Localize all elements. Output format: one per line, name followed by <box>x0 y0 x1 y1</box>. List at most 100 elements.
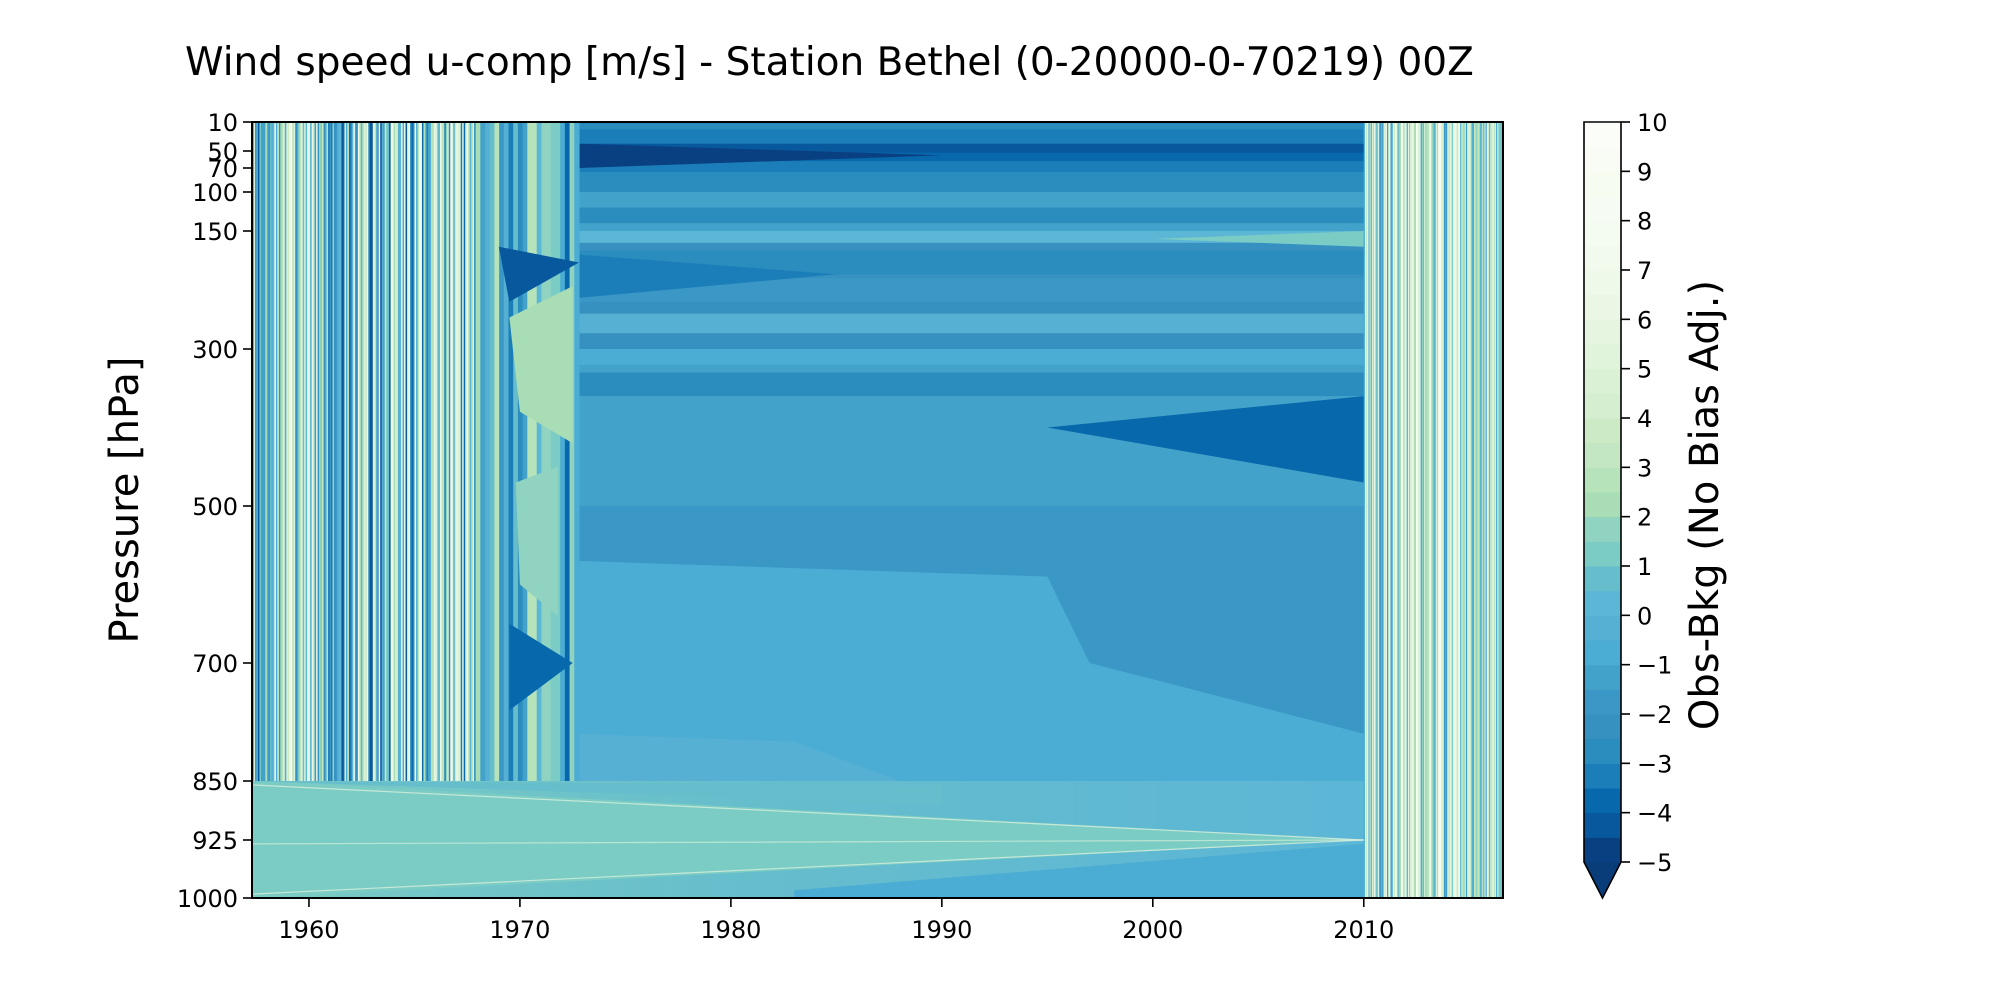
colorbar: −5 −4 −3 −2 −1 0 1 2 3 4 5 6 7 8 9 10 <box>1583 109 1672 900</box>
stripe-left <box>333 122 337 781</box>
stripe-right <box>1434 122 1437 898</box>
stripe-left <box>307 122 310 781</box>
stripe-right <box>1431 122 1433 898</box>
plot-frame <box>251 121 1504 899</box>
stripe-left <box>335 122 338 781</box>
stripe-right <box>1439 122 1441 898</box>
stripe-right <box>1374 122 1376 898</box>
field-wedge <box>1152 231 1364 247</box>
stripe-transition <box>546 122 552 781</box>
stripe-right <box>1417 122 1419 898</box>
stripe-left <box>447 122 450 781</box>
stripe-left <box>262 122 265 781</box>
stripe-left <box>286 122 289 781</box>
colorbar-tick-label: 10 <box>1637 109 1668 137</box>
stripe-left <box>329 122 332 781</box>
stripe-left <box>360 122 363 781</box>
stripe-left <box>456 122 459 781</box>
field-bottom-wedge <box>794 843 1364 898</box>
stripe-transition <box>489 122 496 781</box>
stripe-left <box>314 122 317 781</box>
colorbar-segment <box>1584 270 1621 296</box>
stripe-right <box>1446 122 1448 898</box>
stripe-left <box>298 122 301 781</box>
stripe-left <box>275 122 278 781</box>
colorbar-tick-label: 6 <box>1637 306 1652 334</box>
stripe-left <box>381 122 384 781</box>
stripe-right <box>1467 122 1469 898</box>
stripe-left <box>304 122 307 781</box>
stripe-right <box>1385 122 1388 898</box>
stripe-left <box>322 122 325 781</box>
colorbar-segment <box>1584 566 1621 592</box>
x-tick-label: 1990 <box>911 916 972 944</box>
stripe-left <box>357 122 360 781</box>
stripe-right <box>1480 122 1483 898</box>
stripe-right <box>1449 122 1452 898</box>
stripe-left <box>387 122 390 781</box>
colorbar-segment <box>1584 689 1621 715</box>
stripe-left <box>448 122 451 781</box>
colorbar-segment <box>1584 541 1621 567</box>
stripe-right <box>1419 122 1422 898</box>
x-tick-label: 1970 <box>489 916 550 944</box>
colorbar-tick-label: 3 <box>1637 454 1652 482</box>
x-tick-label: 2010 <box>1333 916 1394 944</box>
stripe-left <box>363 122 366 781</box>
stripe-right <box>1461 122 1463 898</box>
stripe-left <box>310 122 313 781</box>
stripe-left <box>413 122 416 781</box>
colorbar-segment <box>1584 245 1621 271</box>
stripe-right <box>1469 122 1472 898</box>
stripe-left <box>466 122 469 781</box>
stripe-left <box>429 122 432 781</box>
stripe-right <box>1425 122 1428 898</box>
stripe-left <box>407 122 410 781</box>
stripe-right <box>1400 122 1403 898</box>
colorbar-segment <box>1584 788 1621 814</box>
stripe-right <box>1364 122 1367 898</box>
stripe-right <box>1414 122 1417 898</box>
field-bottom-wedge <box>252 781 942 805</box>
stripe-right <box>1402 122 1404 898</box>
stripe-left <box>311 122 314 781</box>
stripe-right <box>1443 122 1446 898</box>
stripe-left <box>436 122 439 781</box>
stripe-left <box>271 122 274 781</box>
stripe-left <box>283 122 286 781</box>
stripe-right <box>1403 122 1405 898</box>
stripe-left <box>347 122 350 781</box>
stripe-right <box>1455 122 1458 898</box>
stripe-left <box>420 122 423 781</box>
stripe-left <box>265 122 268 781</box>
stripe-left <box>405 122 408 781</box>
stripe-right <box>1441 122 1444 898</box>
stripe-right <box>1392 122 1395 898</box>
blob-light <box>509 286 573 444</box>
stripe-left <box>369 122 372 781</box>
stripe-left <box>338 122 341 781</box>
colorbar-segment <box>1584 763 1621 789</box>
stripe-left <box>430 122 433 781</box>
stripe-right <box>1477 122 1480 898</box>
stripe-left <box>450 122 453 781</box>
colorbar-segment <box>1584 368 1621 394</box>
stripe-left <box>281 122 284 781</box>
stripe-right <box>1376 122 1379 898</box>
stripe-left <box>417 122 420 781</box>
stripe-left <box>468 122 471 781</box>
stripe-right <box>1476 122 1479 898</box>
colorbar-tick-label: 4 <box>1637 405 1652 433</box>
stripe-left <box>384 122 387 781</box>
colorbar-segment <box>1584 837 1621 863</box>
stripe-right <box>1388 122 1390 898</box>
stripe-right <box>1442 122 1445 898</box>
stripe-right <box>1367 122 1370 898</box>
stripe-left <box>295 122 298 781</box>
stripe-left <box>426 122 429 781</box>
stripe-right <box>1405 122 1408 898</box>
colorbar-frame <box>1583 121 1622 900</box>
colorbar-extend-arrow <box>1584 862 1621 898</box>
stripe-right <box>1450 122 1453 898</box>
stripe-left <box>326 122 329 781</box>
